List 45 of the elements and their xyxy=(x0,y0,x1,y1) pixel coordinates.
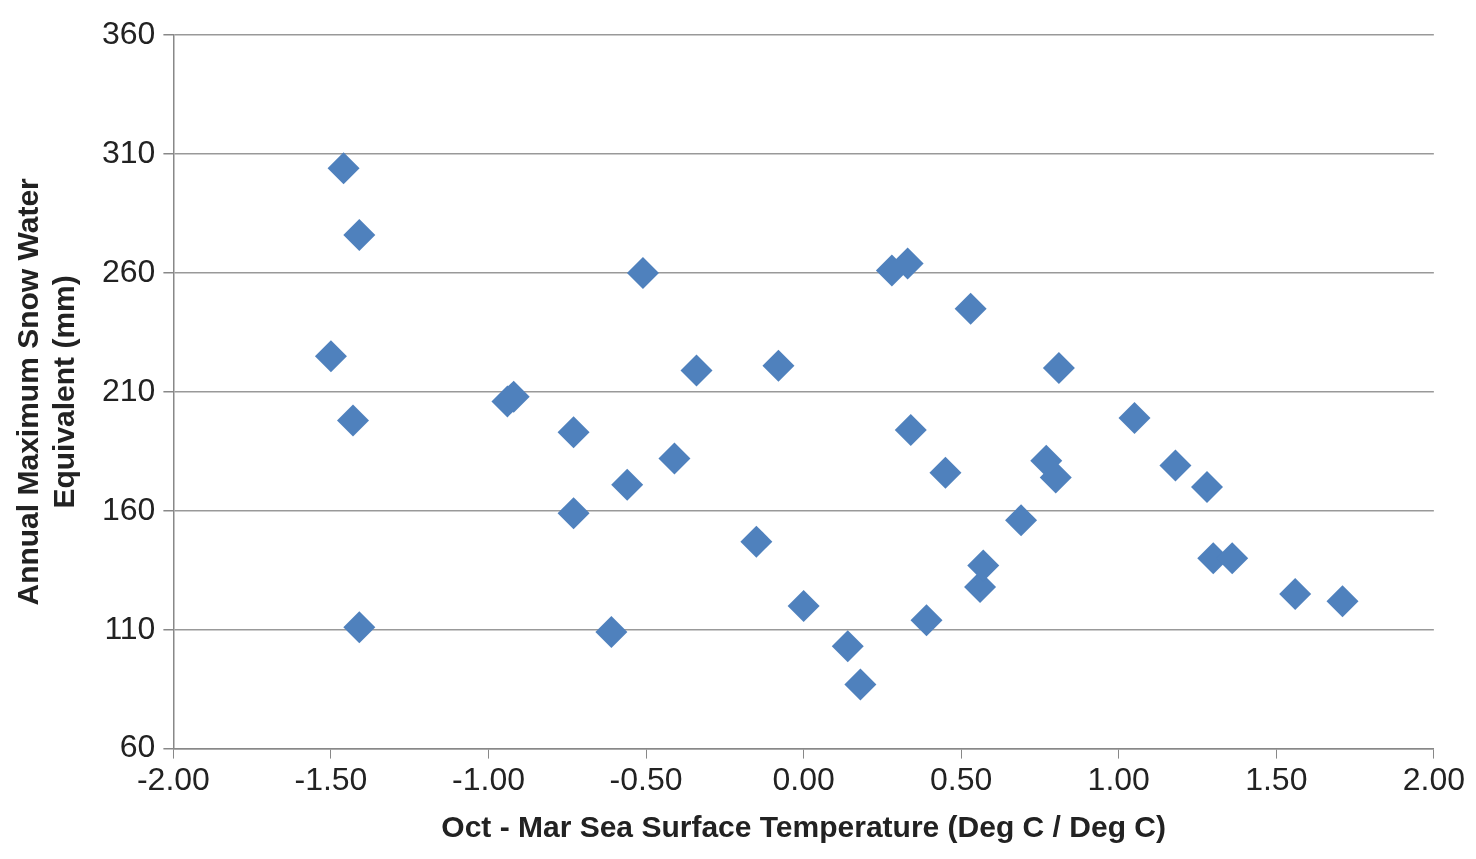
point xyxy=(611,468,644,501)
x-tick-label: 1.50 xyxy=(1245,760,1308,797)
point xyxy=(1005,504,1038,537)
point xyxy=(1118,402,1151,435)
x-tick-label: -1.00 xyxy=(452,760,525,797)
y-tick-label: 210 xyxy=(102,371,156,408)
point xyxy=(1326,585,1359,618)
point xyxy=(910,604,943,637)
point xyxy=(314,340,347,373)
y-tick-label: 260 xyxy=(102,252,156,289)
point xyxy=(557,416,590,449)
point xyxy=(327,152,360,185)
point xyxy=(1039,461,1072,494)
x-tick-label: 0.00 xyxy=(772,760,835,797)
y-tick-label: 310 xyxy=(102,133,156,170)
point xyxy=(557,497,590,530)
x-tick-label: 0.50 xyxy=(930,760,993,797)
point xyxy=(1042,352,1075,385)
point xyxy=(626,257,659,289)
point xyxy=(762,349,795,382)
point xyxy=(680,354,713,387)
point xyxy=(337,404,370,437)
y-tick-label: 360 xyxy=(102,15,156,52)
x-tick-label: 2.00 xyxy=(1402,760,1465,797)
point xyxy=(894,413,927,446)
point xyxy=(740,525,773,558)
point xyxy=(1279,578,1312,611)
y-axis-title: Annual Maximum Snow Water Equivalent (mm) xyxy=(11,177,81,606)
x-tick-label: 1.00 xyxy=(1087,760,1150,797)
y-tick-label: 110 xyxy=(104,609,156,646)
point xyxy=(658,442,691,475)
point xyxy=(343,611,376,644)
point xyxy=(831,630,864,663)
point xyxy=(929,456,962,489)
y-tick-label: 160 xyxy=(102,490,156,527)
point xyxy=(1190,471,1223,504)
x-tick-label: -0.50 xyxy=(609,760,683,797)
point xyxy=(1159,449,1192,482)
point xyxy=(844,668,877,701)
point xyxy=(595,616,628,649)
point xyxy=(343,218,376,251)
point xyxy=(787,589,820,622)
x-axis-title: Oct - Mar Sea Surface Temperature (Deg C / Deg C) xyxy=(441,810,1166,844)
point xyxy=(954,292,987,325)
x-tick-label: -1.50 xyxy=(294,760,368,797)
